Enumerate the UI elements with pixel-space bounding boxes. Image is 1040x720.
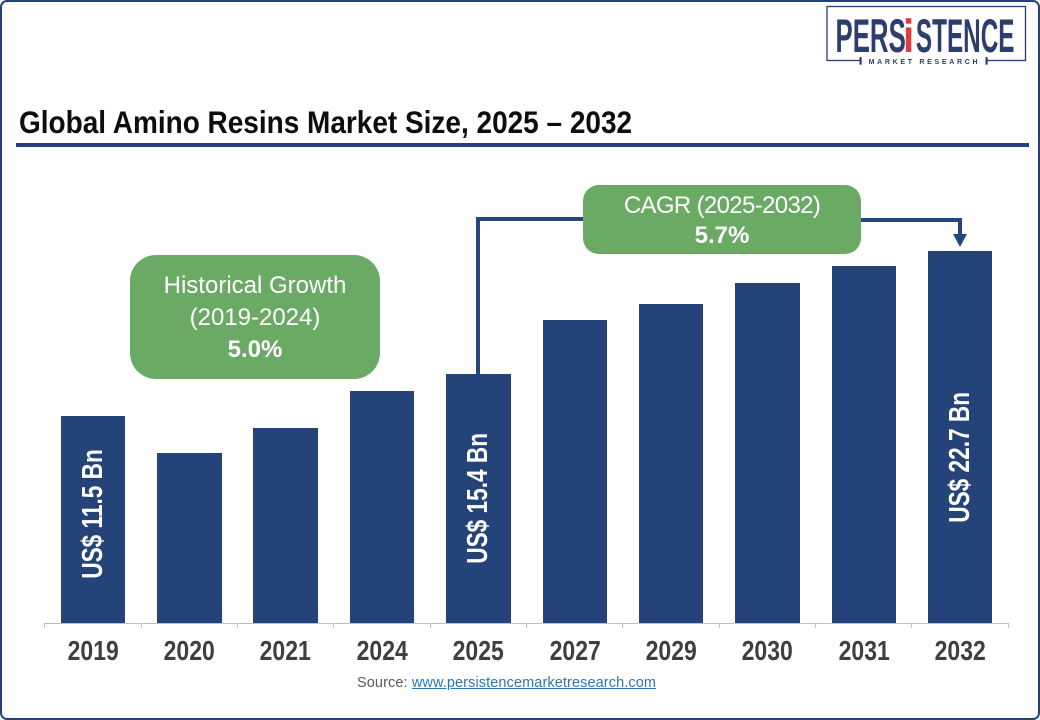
svg-text:PERS: PERS [836,9,906,62]
svg-text:STENCE: STENCE [916,9,1015,62]
svg-text:MARKET RESEARCH: MARKET RESEARCH [869,59,980,66]
